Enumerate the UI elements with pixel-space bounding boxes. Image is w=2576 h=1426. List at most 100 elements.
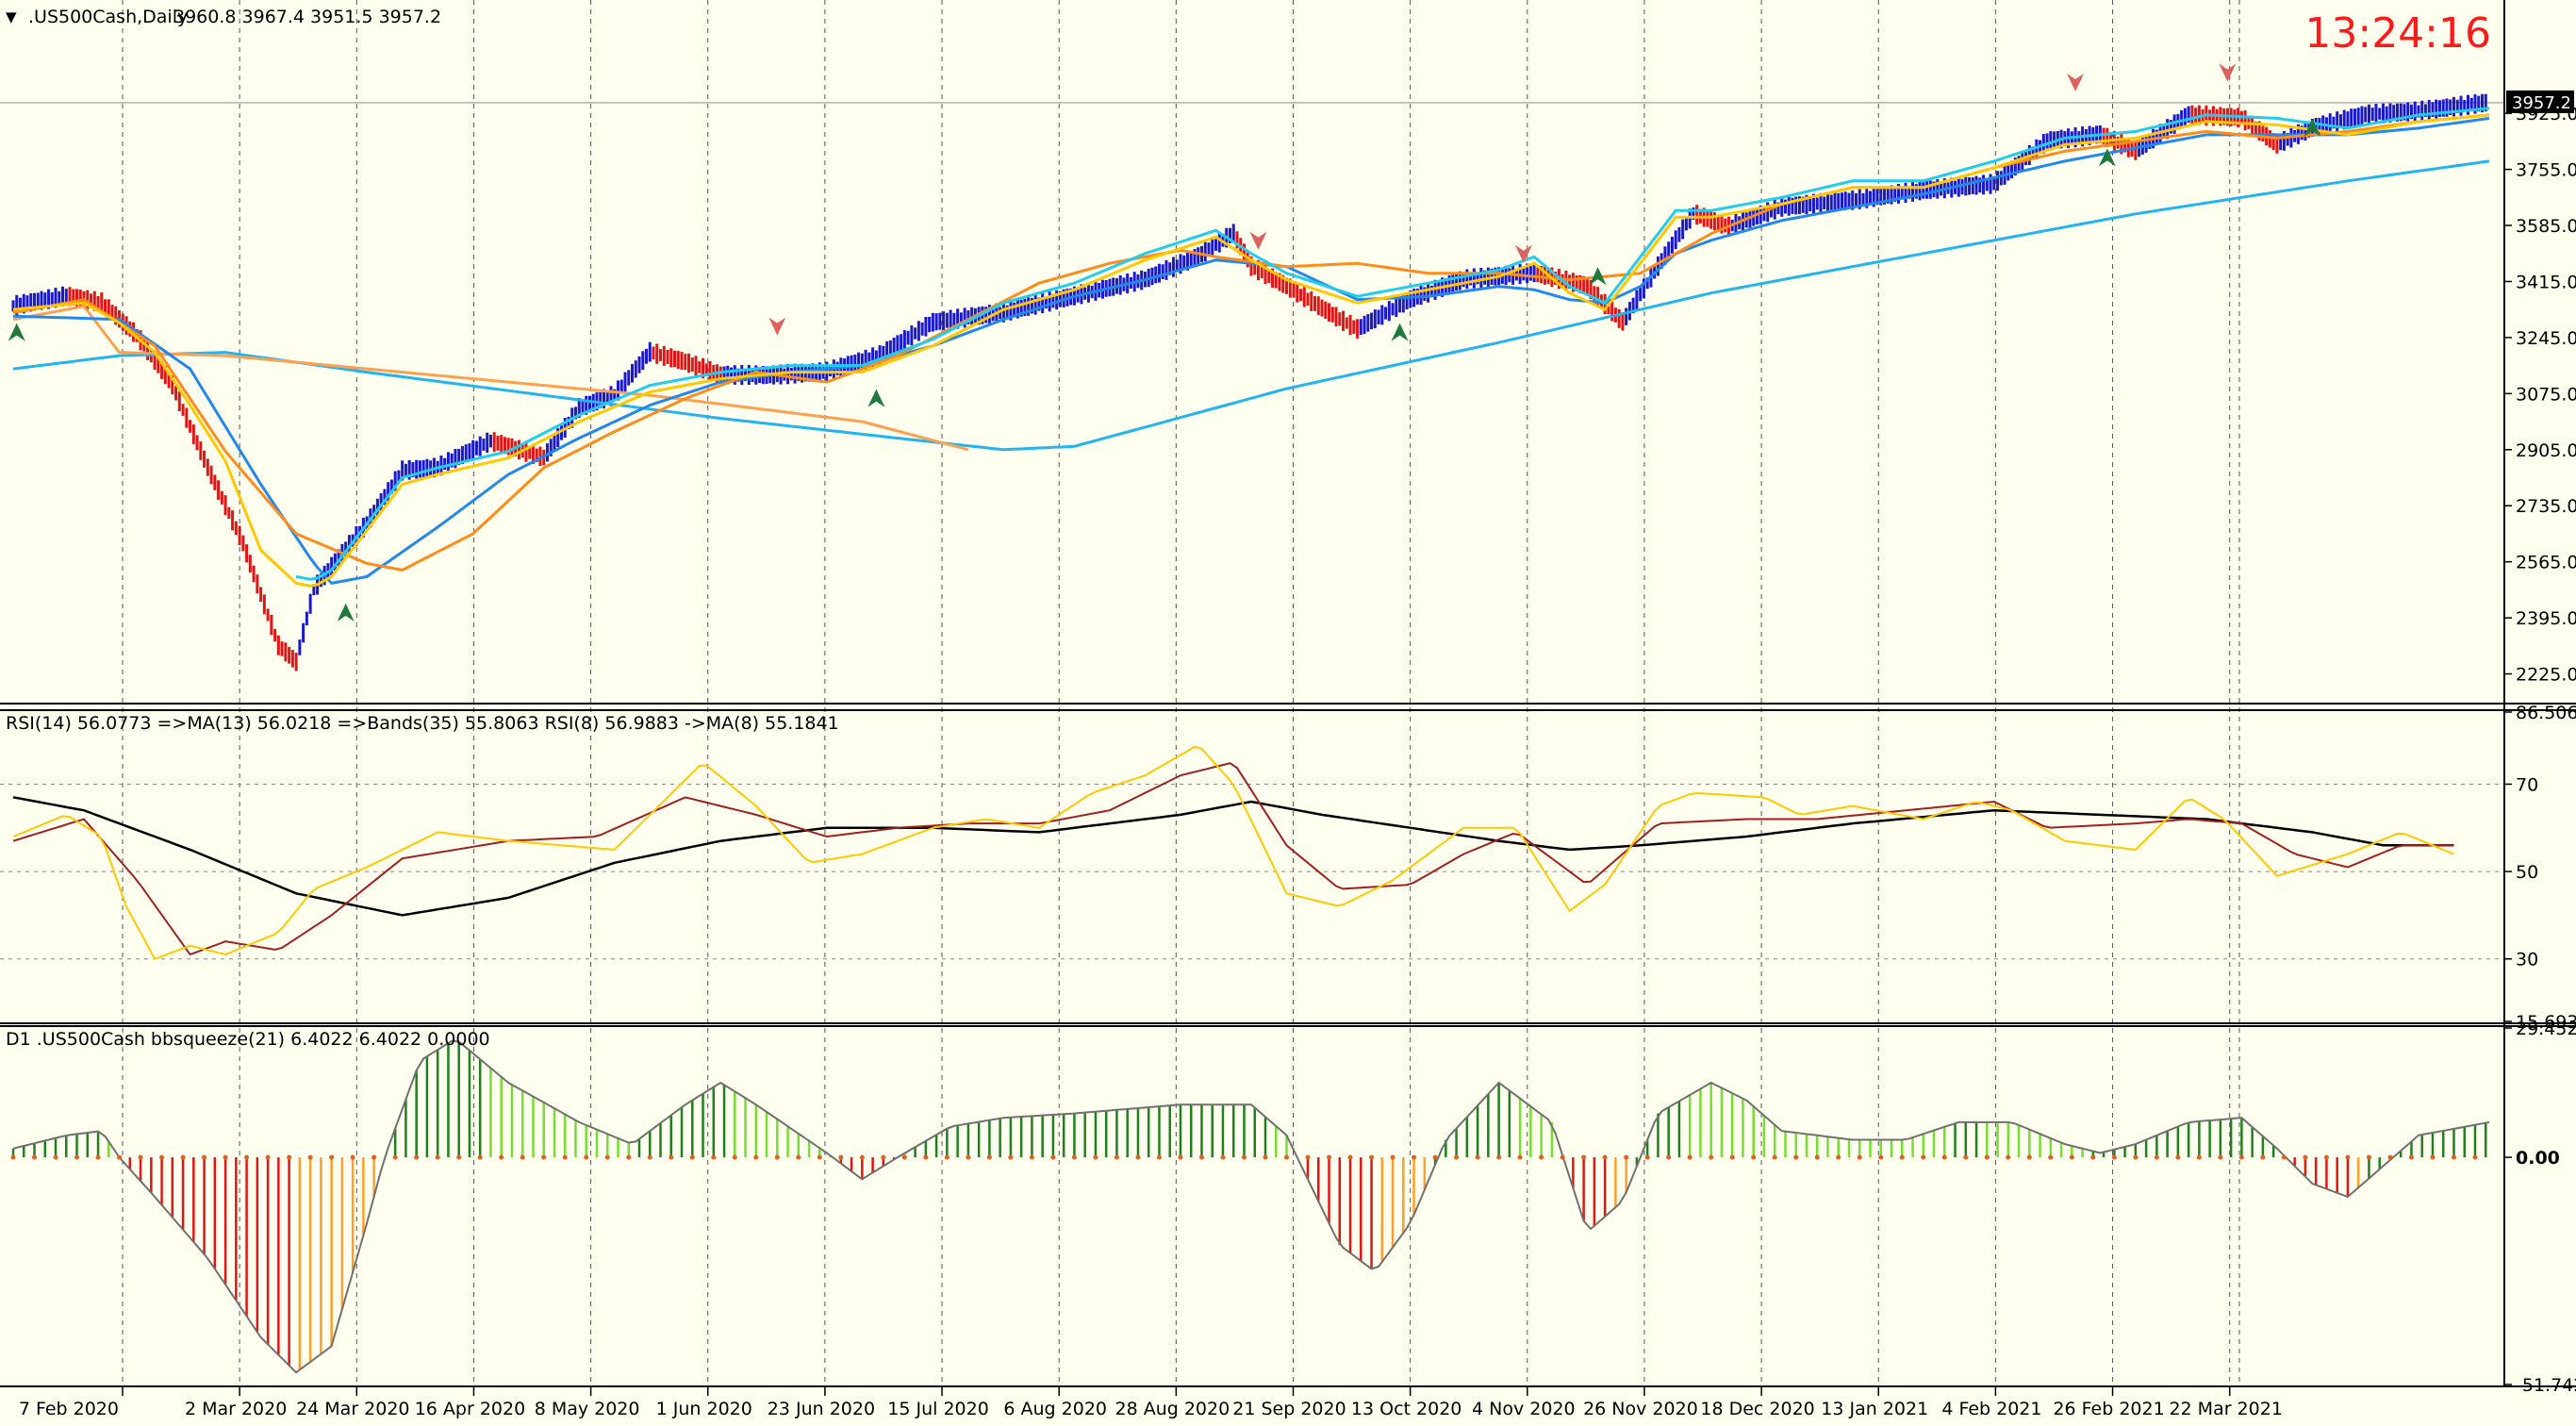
price-y-tick-label: 2735.0 bbox=[2516, 496, 2576, 517]
squeeze-dot bbox=[838, 1154, 844, 1160]
squeeze-dot bbox=[159, 1154, 165, 1160]
squeeze-dot bbox=[138, 1154, 143, 1160]
squeeze-dot bbox=[732, 1154, 737, 1160]
squeeze-dot bbox=[1814, 1154, 1820, 1160]
squeeze-dot bbox=[1857, 1154, 1862, 1160]
chart-menu-arrow-icon[interactable]: ▼ bbox=[6, 8, 17, 25]
squeeze-dot bbox=[520, 1154, 525, 1160]
squeeze-dot bbox=[499, 1154, 504, 1160]
x-tick-label: 21 Sep 2020 bbox=[1232, 1399, 1346, 1419]
squeeze-dot bbox=[435, 1154, 440, 1160]
squeeze-outline bbox=[12, 1039, 2490, 1374]
sell-arrow-icon bbox=[768, 317, 786, 336]
x-tick-label: 13 Oct 2020 bbox=[1351, 1399, 1461, 1419]
squeeze-dot bbox=[10, 1154, 16, 1160]
squeeze-dot bbox=[1836, 1154, 1841, 1160]
buy-arrow-icon bbox=[337, 603, 355, 622]
x-tick-label: 4 Nov 2020 bbox=[1472, 1399, 1576, 1419]
squeeze-dot bbox=[2090, 1154, 2096, 1160]
squeeze-dot bbox=[372, 1154, 377, 1160]
squeeze-dot bbox=[1921, 1154, 1926, 1160]
squeeze-dot bbox=[287, 1154, 292, 1160]
squeeze-dot bbox=[1135, 1154, 1141, 1160]
squeeze-dot bbox=[541, 1154, 547, 1160]
squeeze-dot bbox=[1624, 1154, 1629, 1160]
squeeze-dot bbox=[414, 1154, 420, 1160]
x-tick-label: 4 Feb 2021 bbox=[1941, 1399, 2041, 1419]
sell-arrow-icon bbox=[1514, 244, 1532, 263]
squeeze-dot bbox=[966, 1154, 971, 1160]
squeeze-dot bbox=[1220, 1154, 1226, 1160]
rsi-ma-line bbox=[12, 762, 2454, 956]
squeeze-dot bbox=[817, 1154, 822, 1160]
squeeze-dot bbox=[881, 1154, 886, 1160]
squeeze-dot bbox=[2069, 1154, 2074, 1160]
squeeze-dot bbox=[2345, 1154, 2351, 1160]
symbol-header: .US500Cash,Daily bbox=[28, 7, 188, 27]
squeeze-dot bbox=[604, 1154, 610, 1160]
x-tick-label: 2 Mar 2020 bbox=[185, 1399, 287, 1419]
squeeze-dot bbox=[753, 1154, 759, 1160]
squeeze-dot bbox=[2154, 1154, 2159, 1160]
squeeze-dot bbox=[1263, 1154, 1268, 1160]
last-price-label: 3957.2 bbox=[2512, 93, 2571, 113]
squeeze-y-tick-label: 0.00 bbox=[2516, 1148, 2560, 1169]
squeeze-dot bbox=[1963, 1154, 1969, 1160]
x-tick-label: 26 Nov 2020 bbox=[1583, 1399, 1698, 1419]
squeeze-dot bbox=[2430, 1154, 2436, 1160]
squeeze-dot bbox=[1347, 1154, 1353, 1160]
squeeze-dot bbox=[2408, 1154, 2414, 1160]
squeeze-dot bbox=[647, 1154, 652, 1160]
squeeze-dot bbox=[1008, 1154, 1014, 1160]
x-tick-label: 16 Apr 2020 bbox=[415, 1399, 525, 1419]
squeeze-dot bbox=[1517, 1154, 1523, 1160]
buy-arrow-icon bbox=[1391, 323, 1409, 341]
squeeze-dot bbox=[2260, 1154, 2266, 1160]
squeeze-dot bbox=[2048, 1154, 2054, 1160]
squeeze-dot bbox=[1581, 1154, 1587, 1160]
squeeze-dot bbox=[1793, 1154, 1799, 1160]
squeeze-dot bbox=[2281, 1154, 2287, 1160]
price-y-tick-label: 3755.0 bbox=[2516, 160, 2576, 181]
squeeze-dot bbox=[1284, 1154, 1290, 1160]
price-y-tick-label: 2395.0 bbox=[2516, 608, 2576, 629]
squeeze-dot bbox=[1050, 1154, 1056, 1160]
rsi-y-tick-label: 30 bbox=[2516, 950, 2538, 970]
squeeze-dot bbox=[1496, 1154, 1502, 1160]
price-y-tick-label: 2905.0 bbox=[2516, 440, 2576, 461]
squeeze-dot bbox=[265, 1154, 271, 1160]
squeeze-dot bbox=[1369, 1154, 1375, 1160]
squeeze-dot bbox=[1390, 1154, 1395, 1160]
squeeze-dot bbox=[1178, 1154, 1183, 1160]
price-y-tick-label: 2225.0 bbox=[2516, 665, 2576, 686]
squeeze-dot bbox=[1156, 1154, 1162, 1160]
ma-orange-line bbox=[12, 113, 2490, 572]
x-tick-label: 26 Feb 2021 bbox=[2053, 1399, 2164, 1419]
squeeze-dot bbox=[796, 1154, 801, 1160]
buy-arrow-icon bbox=[2304, 118, 2321, 137]
squeeze-dot bbox=[1984, 1154, 1990, 1160]
rsi-bands-line bbox=[12, 796, 2454, 917]
squeeze-dot bbox=[774, 1154, 780, 1160]
squeeze-dot bbox=[329, 1154, 335, 1160]
squeeze-dot bbox=[1454, 1154, 1460, 1160]
price-y-tick-label: 3245.0 bbox=[2516, 328, 2576, 349]
squeeze-dot bbox=[901, 1154, 907, 1160]
rsi-y-tick-label: 15.6935 bbox=[2516, 1012, 2576, 1033]
squeeze-dot bbox=[584, 1154, 589, 1160]
squeeze-dot bbox=[53, 1154, 58, 1160]
rsi-y-tick-label: 86.5065 bbox=[2516, 703, 2576, 723]
squeeze-dot bbox=[1539, 1154, 1544, 1160]
squeeze-dot bbox=[117, 1154, 123, 1160]
squeeze-dot bbox=[1560, 1154, 1565, 1160]
price-y-tick-label: 3585.0 bbox=[2516, 216, 2576, 237]
buy-arrow-icon bbox=[1589, 267, 1607, 286]
server-clock: 13:24:16 bbox=[2304, 9, 2491, 58]
squeeze-dot bbox=[2451, 1154, 2456, 1160]
squeeze-dot bbox=[2218, 1154, 2223, 1160]
squeeze-dot bbox=[1327, 1154, 1332, 1160]
buy-arrow-icon bbox=[2098, 148, 2116, 167]
squeeze-dot bbox=[859, 1154, 865, 1160]
